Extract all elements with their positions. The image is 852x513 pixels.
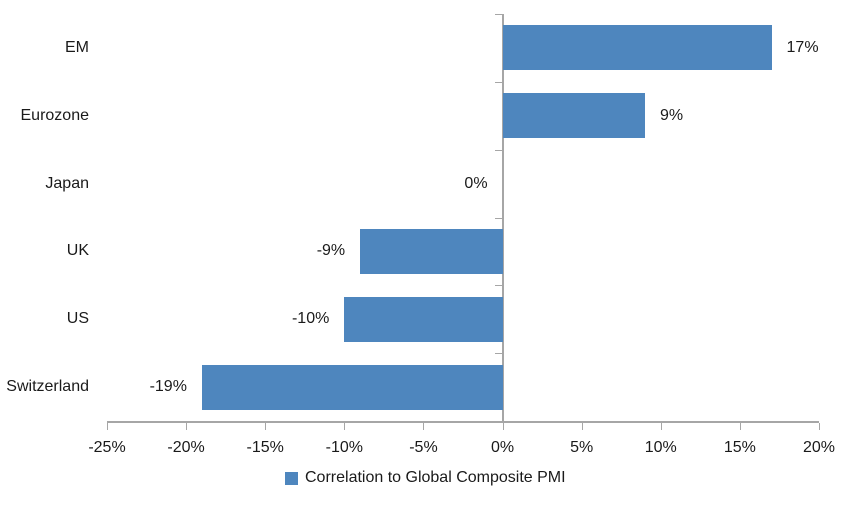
x-tick-label: 15%: [723, 439, 756, 456]
x-tick: [107, 423, 108, 430]
x-tick: [581, 423, 583, 430]
category-label: EM: [65, 38, 89, 56]
x-tick-label: -5%: [409, 439, 438, 456]
x-tick: [265, 423, 267, 430]
bar: [502, 25, 772, 71]
category-tick: [494, 81, 502, 83]
bar: [344, 296, 503, 342]
bar: [201, 364, 503, 410]
category-tick: [494, 149, 502, 151]
value-axis-line: [501, 14, 504, 421]
category-tick: [494, 353, 502, 355]
x-tick-label: 10%: [644, 439, 677, 456]
bar-value-label: 9%: [659, 106, 684, 124]
x-tick-label: -10%: [325, 439, 364, 456]
x-tick: [502, 423, 504, 430]
x-tick: [344, 423, 346, 430]
bar-value-label: -10%: [291, 310, 330, 328]
category-tick: [494, 217, 502, 219]
bar-value-label: -19%: [149, 378, 187, 396]
x-tick: [423, 423, 425, 430]
legend-swatch-icon: [285, 471, 298, 485]
bar-value-label: 17%: [786, 38, 819, 56]
x-tick: [660, 423, 662, 430]
category-tick: [494, 14, 502, 15]
bar-value-label: 0%: [464, 174, 488, 192]
x-tick: [186, 423, 188, 430]
x-tick: [739, 423, 741, 430]
category-tick: [494, 421, 502, 422]
x-tick-label: 20%: [802, 439, 836, 456]
x-tick-label: -25%: [88, 439, 126, 456]
x-tick-label: 0%: [490, 439, 515, 456]
bar: [360, 228, 503, 274]
category-label: Japan: [45, 174, 89, 192]
category-label: Eurozone: [20, 106, 90, 124]
category-label: US: [66, 310, 89, 328]
legend: Correlation to Global Composite PMI: [285, 470, 566, 486]
legend-label: Correlation to Global Composite PMI: [305, 469, 566, 486]
category-tick: [494, 285, 502, 287]
x-tick-label: 5%: [570, 439, 594, 456]
category-label: Switzerland: [6, 378, 89, 396]
x-tick-label: -15%: [246, 439, 284, 456]
x-tick-label: -20%: [167, 439, 205, 456]
category-label: UK: [66, 242, 89, 260]
x-axis-line: [107, 421, 819, 423]
bar-value-label: -9%: [316, 242, 346, 260]
bar: [502, 93, 645, 139]
x-tick: [819, 423, 820, 430]
